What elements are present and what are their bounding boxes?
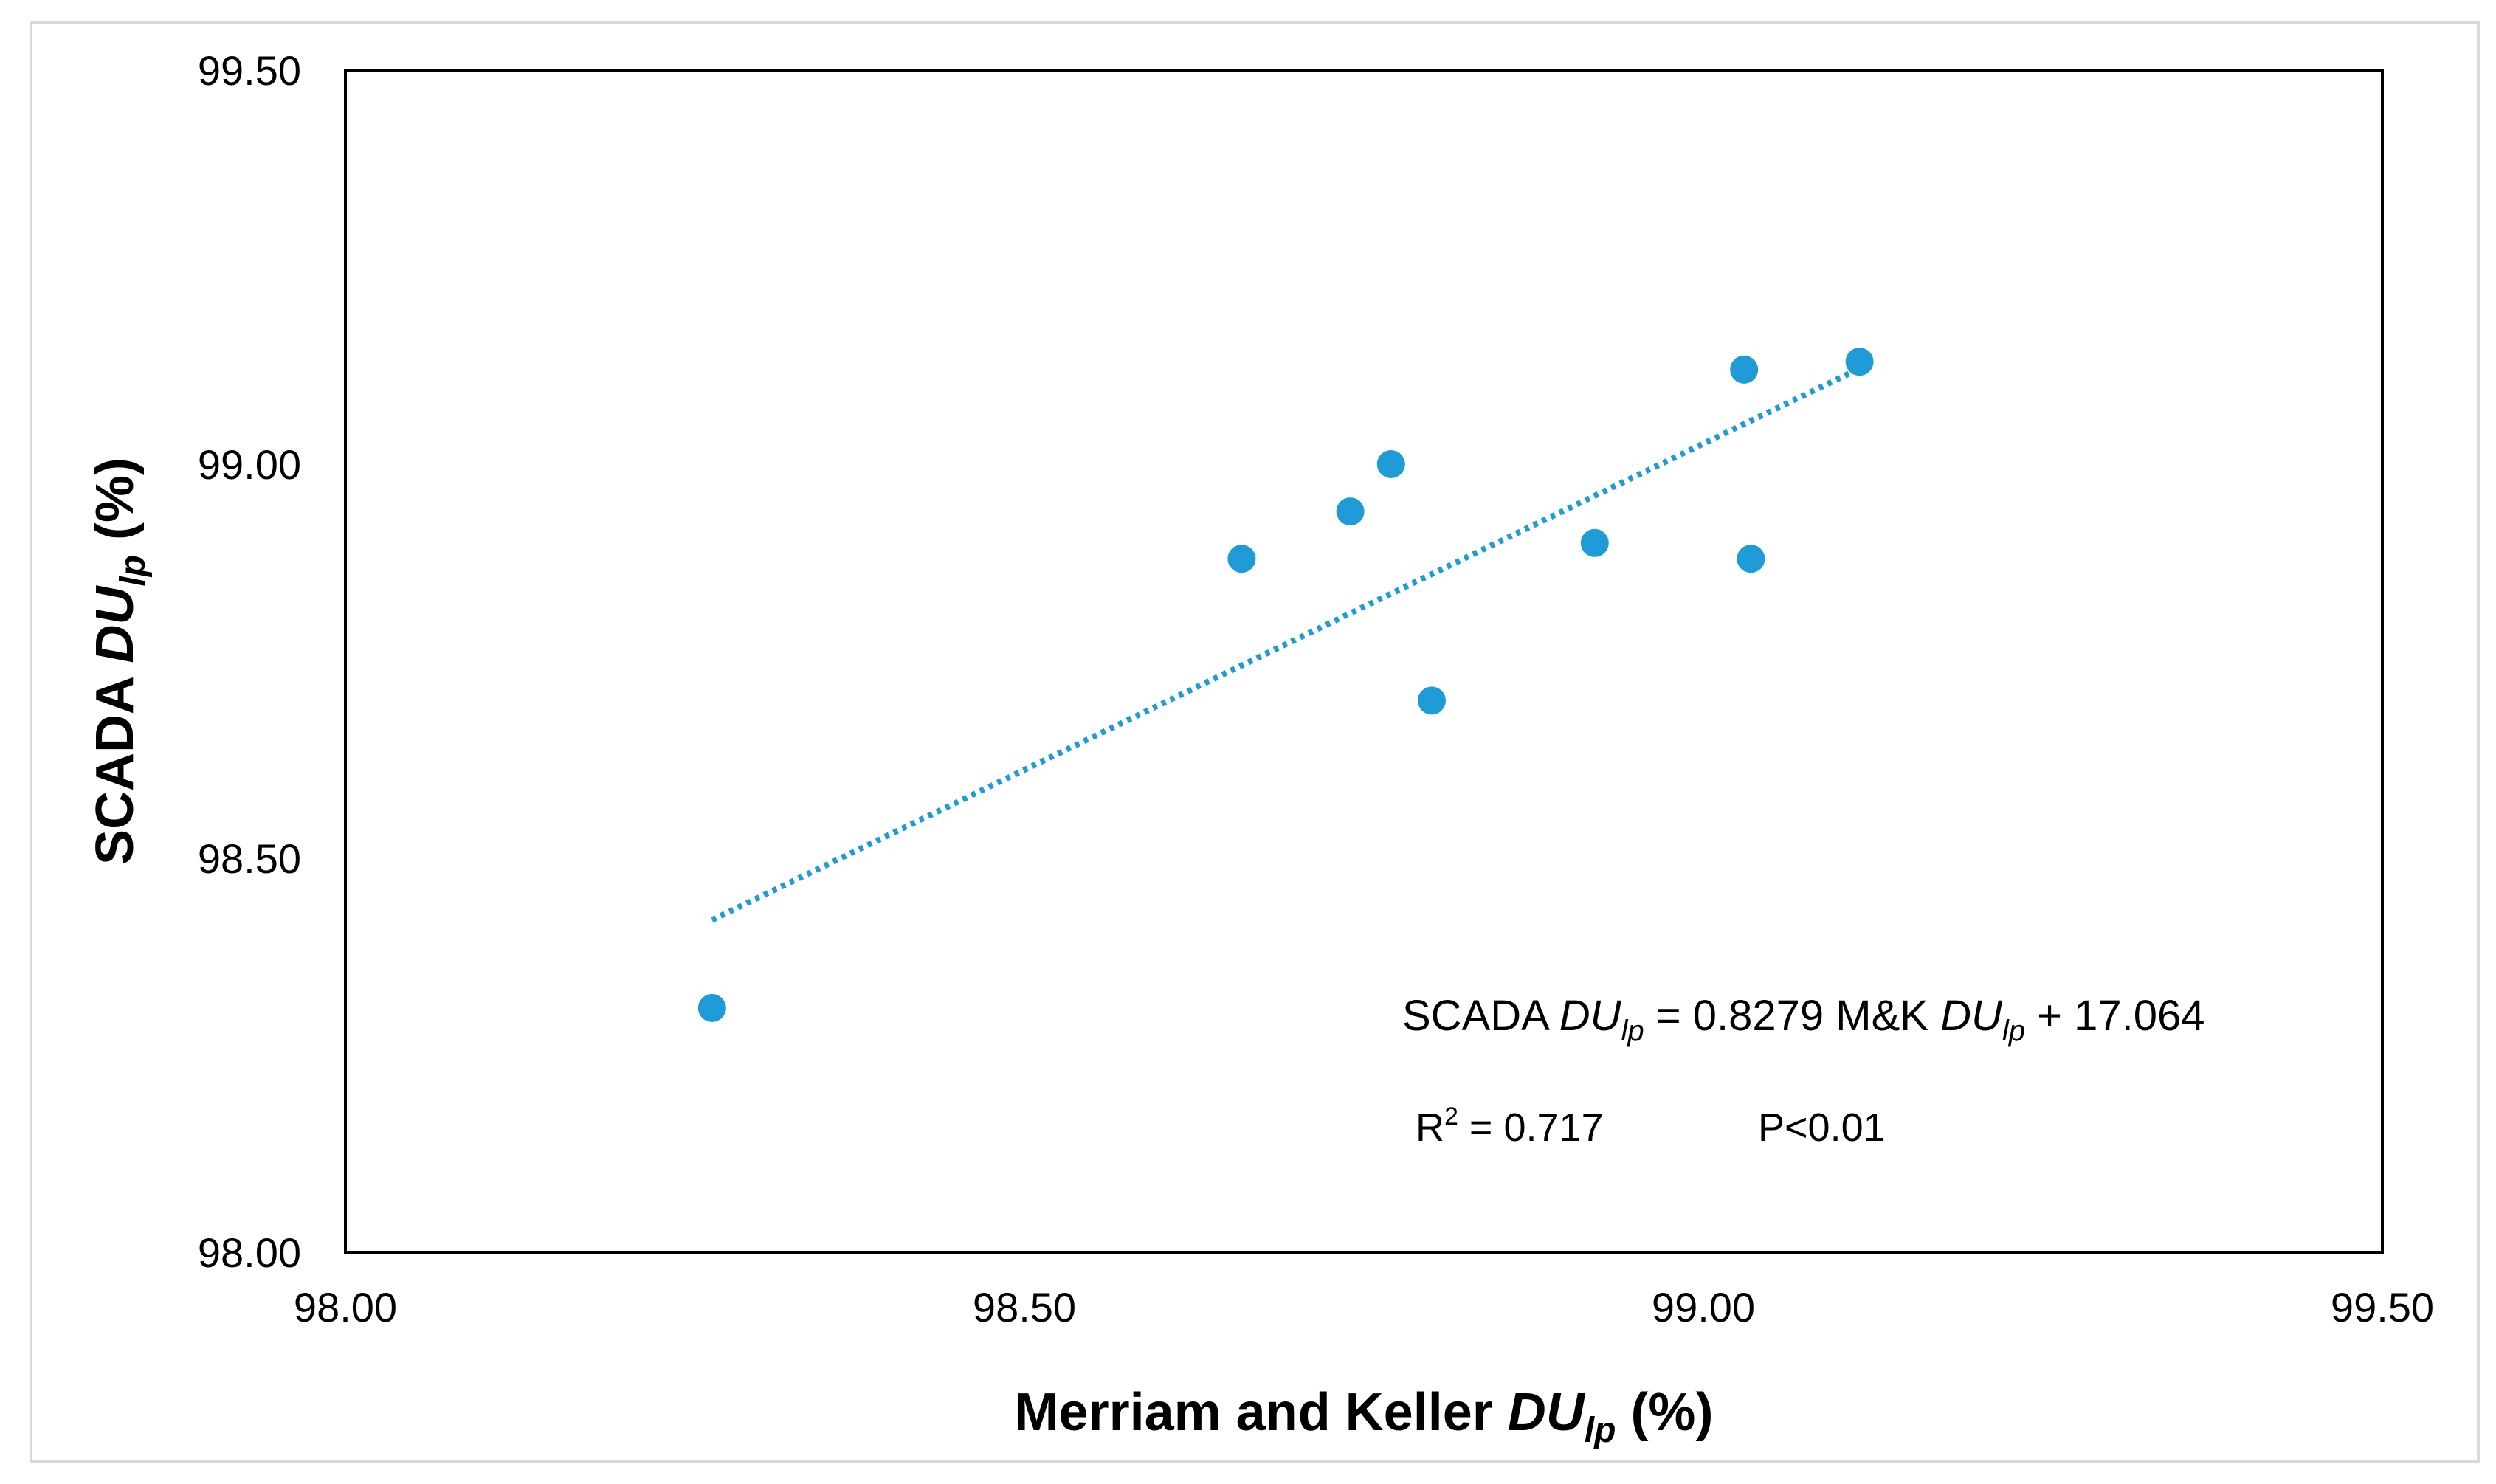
y-tick-label: 99.50 bbox=[198, 47, 301, 94]
x-axis-title-var: DU bbox=[1508, 1383, 1586, 1442]
x-tick-label: 99.50 bbox=[2331, 1284, 2434, 1331]
x-axis-tick-labels: 98.00 98.50 99.00 99.50 bbox=[294, 1284, 2434, 1331]
plot-area bbox=[344, 69, 2384, 1254]
equation-lhs-prefix: SCADA bbox=[1402, 992, 1559, 1040]
data-point bbox=[1737, 545, 1765, 573]
r-squared-sup: 2 bbox=[1444, 1102, 1458, 1131]
data-point bbox=[1336, 497, 1365, 526]
y-axis-title-var: DU bbox=[86, 585, 145, 663]
equation-lhs-var: DU bbox=[1559, 992, 1622, 1040]
equation-middle: = 0.8279 M&K bbox=[1644, 992, 1940, 1040]
equation-lhs-sub: lp bbox=[1621, 1015, 1644, 1047]
y-tick-label: 98.00 bbox=[198, 1229, 301, 1276]
data-point bbox=[1730, 355, 1759, 384]
r-squared-value: = 0.717 bbox=[1458, 1105, 1604, 1150]
equation-rhs-sub: lp bbox=[2002, 1015, 2025, 1047]
data-point bbox=[1580, 528, 1609, 557]
regression-equation: SCADA DUlp = 0.8279 M&K DUlp + 17.064 bbox=[1402, 992, 2205, 1047]
r-squared-label: R bbox=[1416, 1105, 1444, 1150]
y-axis-title-suffix: (%) bbox=[86, 458, 145, 555]
y-axis-tick-labels: 98.00 98.50 99.00 99.50 bbox=[198, 47, 301, 1276]
x-axis-title-suffix: (%) bbox=[1616, 1383, 1713, 1442]
x-axis-title-prefix: Merriam and Keller bbox=[1015, 1383, 1508, 1442]
equation-rhs-var: DU bbox=[1940, 992, 2003, 1040]
data-point bbox=[1376, 450, 1405, 478]
equation-tail: + 17.064 bbox=[2025, 992, 2205, 1040]
y-tick-label: 98.50 bbox=[198, 835, 301, 882]
y-axis-title-prefix: SCADA bbox=[86, 663, 145, 865]
data-points bbox=[697, 348, 1874, 1022]
x-tick-label: 99.00 bbox=[1652, 1284, 1755, 1331]
r-squared: R2 = 0.717 bbox=[1416, 1102, 1604, 1150]
y-tick-label: 99.00 bbox=[198, 441, 301, 488]
trendline bbox=[711, 365, 1861, 923]
x-axis-title: Merriam and Keller DUlp (%) bbox=[1015, 1383, 1714, 1450]
y-axis-title-sub: lp bbox=[114, 555, 153, 587]
data-point bbox=[697, 993, 726, 1022]
chart-frame bbox=[30, 21, 2480, 1463]
x-tick-label: 98.50 bbox=[973, 1284, 1076, 1331]
x-axis-title-sub: lp bbox=[1585, 1411, 1616, 1450]
x-tick-label: 98.00 bbox=[294, 1284, 397, 1331]
y-axis-title: SCADA DUlp (%) bbox=[86, 458, 153, 865]
data-point bbox=[1227, 545, 1256, 573]
data-point bbox=[1845, 348, 1874, 376]
data-point bbox=[1418, 686, 1446, 715]
p-value: P<0.01 bbox=[1758, 1105, 1886, 1150]
